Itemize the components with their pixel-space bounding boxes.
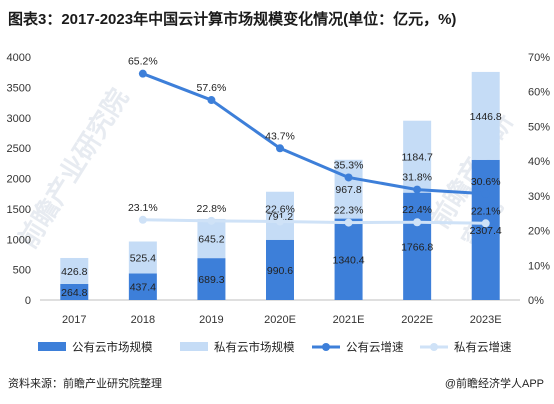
private-cloud-growth-point bbox=[413, 218, 422, 227]
bar-label-public-cloud: 437.4 bbox=[130, 282, 156, 294]
y-left-tick-label: 4000 bbox=[7, 52, 31, 64]
y-left-tick-label: 3000 bbox=[7, 113, 31, 125]
chart-title: 图表3：2017-2023年中国云计算市场规模变化情况(单位：亿元，%) bbox=[8, 11, 457, 28]
bar-label-private-cloud: 791.2 bbox=[267, 211, 293, 223]
bar-label-private-cloud: 525.4 bbox=[130, 252, 156, 264]
y-left-tick-label: 2000 bbox=[7, 174, 31, 186]
x-tick-label: 2019 bbox=[199, 314, 223, 326]
y-left-tick-label: 3500 bbox=[7, 82, 31, 94]
bar-private-cloud bbox=[403, 120, 432, 193]
bar-public-cloud bbox=[403, 192, 432, 300]
legend-swatch bbox=[180, 342, 208, 351]
x-tick-label: 2022E bbox=[401, 314, 433, 326]
x-tick-label: 2017 bbox=[62, 314, 86, 326]
private-cloud-growth-point bbox=[276, 217, 284, 226]
bar-label-private-cloud: 426.8 bbox=[61, 266, 87, 278]
y-right-tick-label: 20% bbox=[528, 226, 550, 238]
y-left-tick-label: 0 bbox=[25, 295, 31, 307]
y-left-tick-label: 500 bbox=[13, 265, 31, 277]
y-left-tick-label: 2500 bbox=[7, 143, 31, 155]
bar-label-private-cloud: 967.8 bbox=[335, 184, 361, 196]
private-growth-label: 22.4% bbox=[402, 204, 432, 216]
private-cloud-growth-point bbox=[207, 216, 216, 225]
private-cloud-growth-line bbox=[142, 218, 486, 225]
public-cloud-growth-point bbox=[344, 173, 353, 182]
bar-label-private-cloud: 645.2 bbox=[198, 234, 224, 246]
y-right-tick-label: 60% bbox=[528, 87, 550, 99]
bar-label-public-cloud: 2307.4 bbox=[470, 225, 502, 237]
private-growth-label: 22.6% bbox=[265, 204, 295, 216]
bar-public-cloud bbox=[266, 239, 294, 300]
private-cloud-growth-point bbox=[138, 215, 147, 224]
legend-label: 私有云增速 bbox=[454, 340, 512, 354]
y-right-tick-label: 40% bbox=[528, 156, 550, 168]
y-right-tick-label: 70% bbox=[528, 52, 550, 64]
y-right-tick-label: 50% bbox=[528, 121, 550, 133]
y-right-tick-label: 0% bbox=[528, 295, 544, 307]
public-growth-label: 57.6% bbox=[197, 82, 227, 94]
y-right-tick-label: 30% bbox=[528, 191, 550, 203]
bar-label-public-cloud: 689.3 bbox=[198, 274, 224, 286]
public-growth-label: 31.8% bbox=[402, 172, 432, 184]
bar-private-cloud bbox=[60, 257, 89, 284]
bar-label-private-cloud: 1184.7 bbox=[401, 152, 432, 164]
y-right-tick-label: 10% bbox=[528, 260, 550, 272]
legend-label: 私有云市场规模 bbox=[214, 340, 295, 354]
public-cloud-growth-point bbox=[413, 185, 422, 194]
public-growth-label: 65.2% bbox=[128, 56, 158, 68]
private-growth-label: 22.1% bbox=[471, 205, 501, 217]
public-growth-label: 43.7% bbox=[265, 130, 295, 142]
bar-label-public-cloud: 1340.4 bbox=[333, 254, 365, 266]
y-left-tick-label: 1500 bbox=[7, 204, 31, 216]
public-cloud-growth-point bbox=[481, 189, 490, 198]
public-growth-label: 30.6% bbox=[471, 176, 501, 188]
public-cloud-growth-point bbox=[276, 144, 284, 153]
brand-credit: @前瞻经济学人APP bbox=[444, 378, 544, 390]
public-cloud-growth-line bbox=[142, 72, 486, 196]
private-growth-label: 22.8% bbox=[197, 203, 227, 215]
legend-line-marker bbox=[430, 343, 438, 351]
public-cloud-growth-point bbox=[207, 96, 216, 105]
legend-line-marker bbox=[322, 343, 330, 351]
bar-public-cloud bbox=[197, 258, 226, 300]
public-cloud-growth-point bbox=[138, 69, 147, 78]
bar-label-public-cloud: 1766.8 bbox=[401, 241, 433, 253]
bar-label-public-cloud: 990.6 bbox=[267, 265, 293, 277]
private-cloud-growth-point bbox=[344, 218, 353, 227]
bar-private-cloud bbox=[334, 159, 363, 219]
bar-public-cloud bbox=[128, 273, 157, 300]
x-tick-label: 2020E bbox=[264, 314, 296, 326]
bar-private-cloud bbox=[266, 191, 294, 240]
source-note: 资料来源：前瞻产业研究院整理 bbox=[8, 378, 162, 390]
public-growth-label: 35.3% bbox=[334, 159, 364, 171]
private-cloud-growth-point bbox=[481, 219, 490, 228]
legend-label: 公有云增速 bbox=[346, 340, 404, 354]
x-tick-label: 2023E bbox=[470, 314, 502, 326]
y-left-tick-label: 1000 bbox=[7, 234, 31, 246]
bar-public-cloud bbox=[60, 283, 89, 300]
bar-private-cloud bbox=[128, 241, 157, 274]
bar-private-cloud bbox=[197, 218, 226, 259]
private-growth-label: 22.3% bbox=[334, 205, 364, 217]
bar-public-cloud bbox=[471, 159, 500, 300]
private-growth-label: 23.1% bbox=[128, 202, 158, 214]
bar-private-cloud bbox=[471, 71, 500, 160]
x-tick-label: 2018 bbox=[131, 314, 155, 326]
bar-label-public-cloud: 264.8 bbox=[61, 287, 87, 299]
x-tick-label: 2021E bbox=[333, 314, 365, 326]
bar-label-private-cloud: 1446.8 bbox=[470, 111, 502, 123]
bar-public-cloud bbox=[334, 218, 363, 300]
legend-label: 公有云市场规模 bbox=[72, 340, 153, 354]
legend-swatch bbox=[38, 342, 66, 351]
